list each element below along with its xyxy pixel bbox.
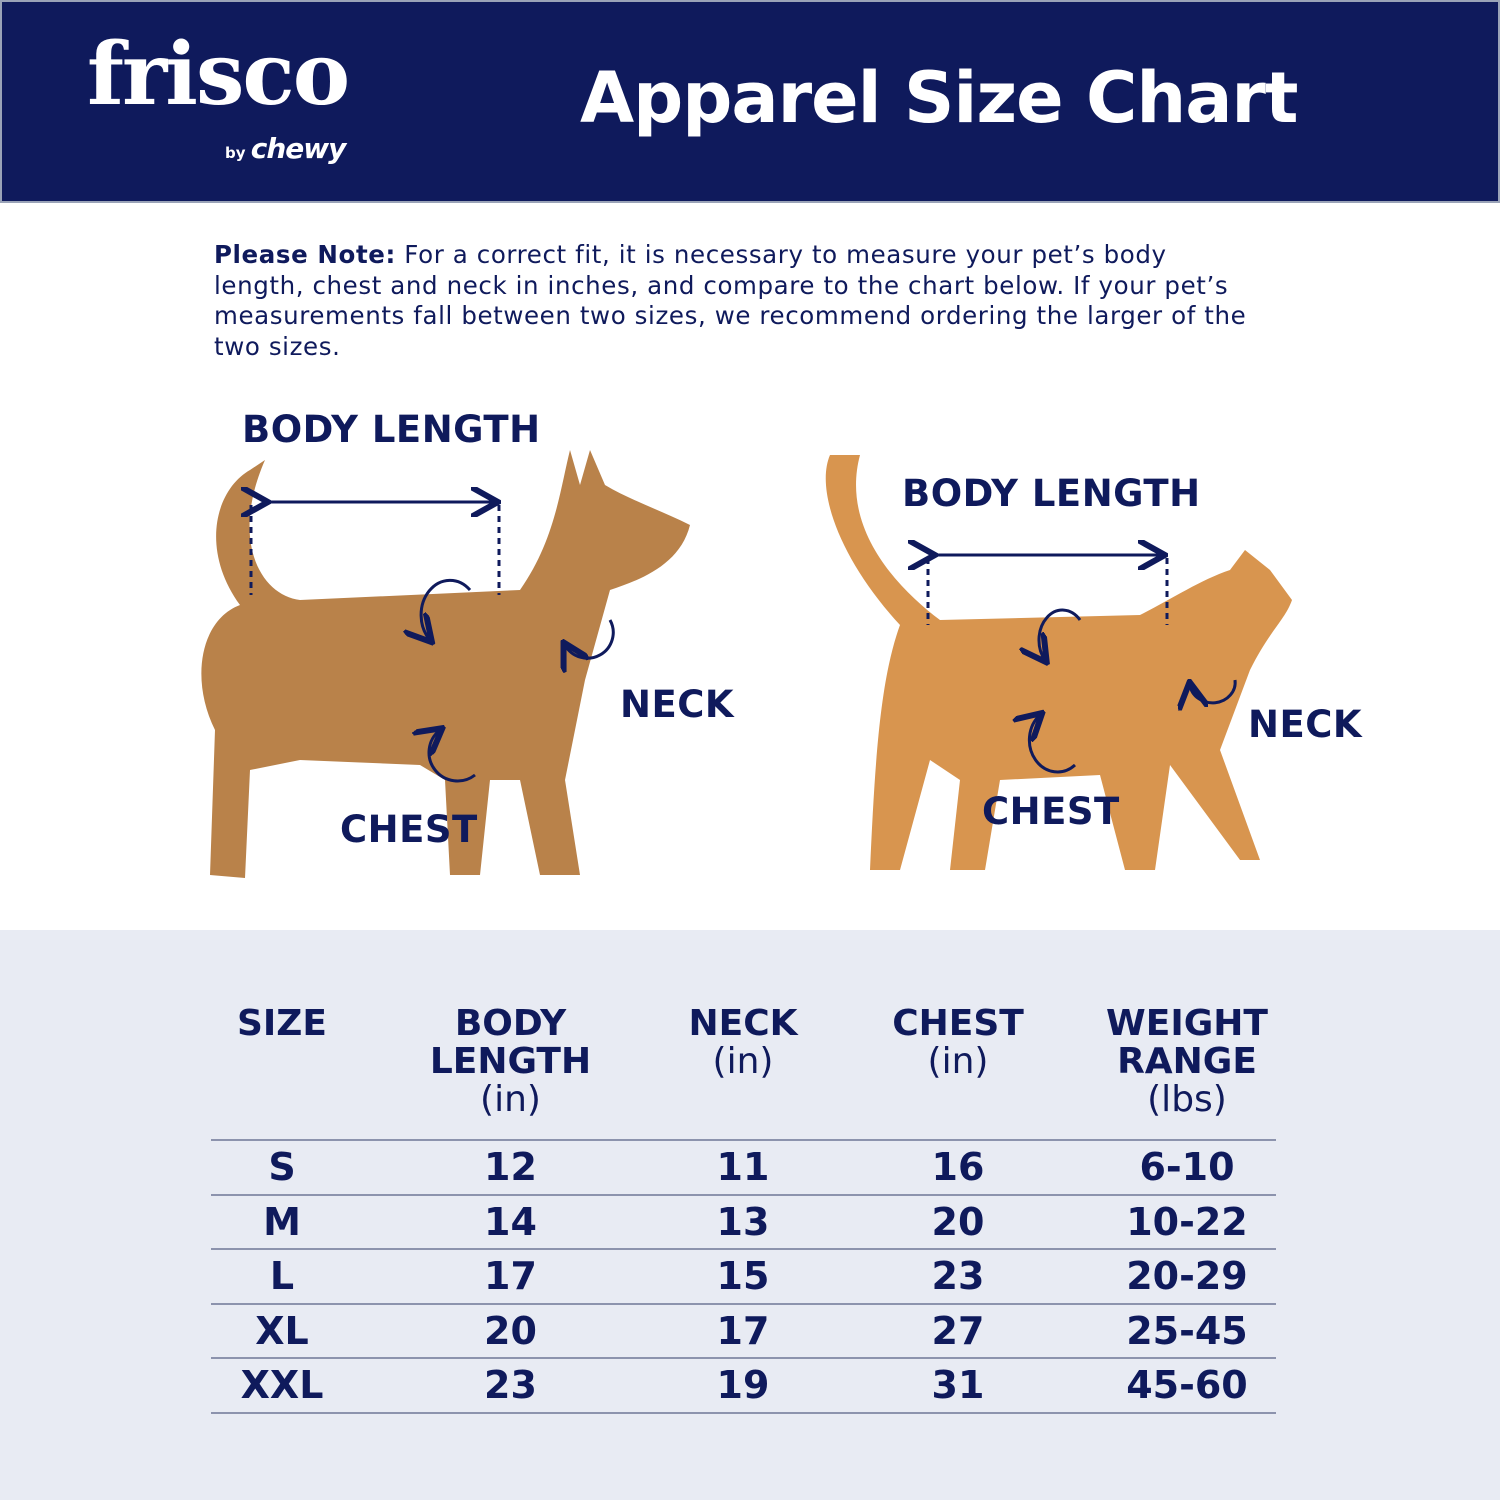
logo-by: by — [225, 144, 246, 162]
column-title: SIZE — [236, 1003, 328, 1044]
column-title: WEIGHT RANGE — [1106, 1003, 1268, 1082]
table-cell: 45-60 — [1098, 1357, 1276, 1414]
table-cell: 6-10 — [1098, 1139, 1276, 1195]
measurement-illustrations: BODY LENGTH NECK CHEST BODY LENGTH NECK … — [0, 380, 1500, 930]
table-cell: L — [211, 1248, 353, 1304]
table-cell: 27 — [818, 1302, 1098, 1358]
table-row: XL 20 17 27 25-45 — [211, 1302, 1276, 1358]
column-title: NECK — [688, 1003, 798, 1044]
note-label: Please Note: — [214, 240, 396, 269]
column-header: NECK (in) — [668, 1005, 818, 1140]
table-cell: 20 — [353, 1302, 668, 1358]
cat-image — [825, 455, 1292, 870]
table-cell: 14 — [353, 1193, 668, 1249]
column-title: BODY LENGTH — [429, 1003, 592, 1082]
table-cell: 16 — [818, 1139, 1098, 1195]
column-unit: (lbs) — [1147, 1079, 1227, 1120]
table-cell: XL — [211, 1302, 353, 1358]
cat-neck-label: NECK — [1248, 703, 1363, 746]
logo-byline: by chewy — [225, 132, 347, 165]
table-cell: 23 — [353, 1357, 668, 1414]
dog-image — [201, 450, 690, 878]
table-cell: 20 — [818, 1193, 1098, 1249]
column-header: CHEST (in) — [818, 1005, 1098, 1140]
cat-body-length-label: BODY LENGTH — [902, 472, 1201, 515]
column-unit: (in) — [927, 1041, 989, 1082]
table-cell: 15 — [668, 1248, 818, 1304]
column-header: BODY LENGTH (in) — [353, 1005, 668, 1140]
table-cell: 17 — [668, 1302, 818, 1358]
measurement-arrows — [251, 502, 1237, 783]
cat-chest-label: CHEST — [982, 790, 1120, 833]
note-text: For a correct fit, it is necessary to me… — [214, 240, 1247, 361]
frisco-logo: frisco by chewy — [87, 24, 350, 166]
column-header: SIZE — [211, 1005, 353, 1140]
table-cell: 19 — [668, 1357, 818, 1414]
header-banner: frisco by chewy Apparel Size Chart — [0, 0, 1500, 203]
table-cell: 25-45 — [1098, 1302, 1276, 1358]
table-row: XXL 23 19 31 45-60 — [211, 1357, 1276, 1414]
please-note: Please Note: For a correct fit, it is ne… — [214, 240, 1254, 362]
table-cell: 10-22 — [1098, 1193, 1276, 1249]
table-cell: XXL — [211, 1357, 353, 1414]
table-row: S 12 11 16 6-10 — [211, 1139, 1276, 1195]
logo-brand: frisco — [87, 24, 350, 125]
table-cell: 11 — [668, 1139, 818, 1195]
table-cell: 31 — [818, 1357, 1098, 1414]
table-cell: M — [211, 1193, 353, 1249]
column-unit: (in) — [712, 1041, 774, 1082]
column-unit: (in) — [480, 1079, 541, 1120]
table-row: L 17 15 23 20-29 — [211, 1248, 1276, 1304]
table-cell: S — [211, 1139, 353, 1195]
logo-chewy: chewy — [250, 132, 347, 165]
dog-body-length-label: BODY LENGTH — [242, 408, 541, 451]
table-row: M 14 13 20 10-22 — [211, 1193, 1276, 1249]
dog-neck-label: NECK — [620, 683, 735, 726]
dog-chest-label: CHEST — [340, 808, 478, 851]
column-header: WEIGHT RANGE (lbs) — [1098, 1005, 1276, 1140]
table-cell: 20-29 — [1098, 1248, 1276, 1304]
table-header-row: SIZE BODY LENGTH (in) NECK (in) CHEST (in) WEIG… — [211, 1005, 1276, 1140]
page-title: Apparel Size Chart — [580, 57, 1298, 139]
table-cell: 17 — [353, 1248, 668, 1304]
table-cell: 12 — [353, 1139, 668, 1195]
table-cell: 23 — [818, 1248, 1098, 1304]
table-cell: 13 — [668, 1193, 818, 1249]
size-table: SIZE BODY LENGTH (in) NECK (in) CHEST (in) WEIG… — [211, 1005, 1276, 1414]
column-title: CHEST — [892, 1003, 1024, 1044]
